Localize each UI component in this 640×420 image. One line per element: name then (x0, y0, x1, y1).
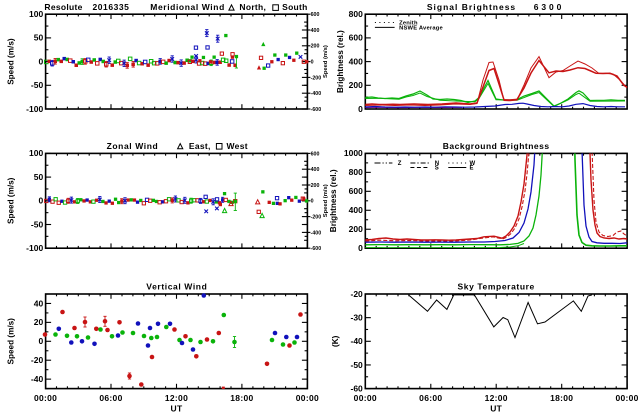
svg-text:-60: -60 (351, 383, 364, 393)
svg-text:Vertical Wind: Vertical Wind (146, 282, 207, 292)
svg-text:800: 800 (349, 9, 363, 19)
svg-text:0: 0 (358, 243, 363, 253)
svg-text:0: 0 (311, 199, 314, 205)
svg-text:200: 200 (311, 183, 320, 189)
svg-text:-50: -50 (31, 219, 44, 229)
svg-text:600: 600 (311, 12, 320, 18)
svg-text:E: E (470, 166, 474, 172)
svg-text:0: 0 (38, 196, 43, 206)
svg-text:0: 0 (311, 60, 314, 66)
svg-text:100: 100 (29, 148, 43, 158)
svg-text:0: 0 (38, 336, 43, 346)
svg-text:W: W (470, 161, 476, 167)
svg-text:(K): (K) (331, 335, 340, 347)
svg-text:Sky Temperature: Sky Temperature (458, 282, 535, 292)
svg-text:-50: -50 (351, 360, 364, 370)
svg-text:1000: 1000 (344, 148, 363, 158)
svg-text:600: 600 (349, 186, 363, 196)
svg-text:East,: East, (189, 141, 211, 151)
svg-text:-400: -400 (311, 230, 322, 236)
svg-text:40: 40 (34, 298, 44, 308)
svg-text:Resolute: Resolute (44, 2, 82, 12)
svg-text:400: 400 (311, 167, 320, 173)
svg-text:-20: -20 (351, 289, 364, 299)
svg-text:-400: -400 (311, 91, 322, 97)
svg-text:NSWE Average: NSWE Average (399, 26, 443, 32)
svg-text:06:00: 06:00 (419, 393, 442, 403)
svg-text:-40: -40 (351, 336, 364, 346)
svg-text:Speed (m/s): Speed (m/s) (7, 38, 16, 85)
svg-text:400: 400 (311, 28, 320, 34)
svg-text:2016335: 2016335 (93, 2, 130, 12)
svg-text:12:00: 12:00 (485, 393, 508, 403)
svg-text:-600: -600 (311, 246, 322, 252)
svg-text:-100: -100 (26, 104, 43, 114)
svg-text:20: 20 (34, 317, 44, 327)
svg-text:00:00: 00:00 (354, 393, 377, 403)
svg-text:Background Brightness: Background Brightness (443, 141, 550, 151)
svg-text:06:00: 06:00 (99, 393, 122, 403)
svg-text:Speed (m/s): Speed (m/s) (323, 184, 329, 217)
svg-text:North,: North, (239, 2, 266, 12)
svg-text:0: 0 (38, 56, 43, 66)
svg-text:West: West (227, 141, 248, 151)
svg-text:200: 200 (311, 44, 320, 50)
svg-text:-200: -200 (311, 75, 322, 81)
svg-text:S: S (435, 166, 439, 172)
svg-text:-50: -50 (31, 80, 44, 90)
svg-text:Zonal Wind: Zonal Wind (107, 141, 159, 151)
svg-text:-100: -100 (26, 243, 43, 253)
svg-text:-600: -600 (311, 107, 322, 113)
svg-text:Brightness (rel.): Brightness (rel.) (329, 169, 338, 232)
svg-text:400: 400 (349, 205, 363, 215)
svg-text:600: 600 (311, 151, 320, 157)
svg-text:South: South (282, 2, 308, 12)
svg-text:50: 50 (34, 33, 44, 43)
svg-text:800: 800 (349, 167, 363, 177)
svg-text:-30: -30 (351, 312, 364, 322)
svg-text:0: 0 (358, 104, 363, 114)
svg-text:N: N (435, 161, 439, 167)
svg-text:400: 400 (349, 56, 363, 66)
svg-text:Z: Z (398, 161, 402, 167)
svg-text:-20: -20 (31, 355, 44, 365)
svg-text:600: 600 (349, 33, 363, 43)
svg-text:200: 200 (349, 224, 363, 234)
svg-text:Speed (m/s): Speed (m/s) (7, 177, 16, 224)
svg-text:-200: -200 (311, 215, 322, 221)
svg-text:200: 200 (349, 80, 363, 90)
svg-text:6300: 6300 (534, 2, 565, 12)
svg-text:Signal Brightness: Signal Brightness (427, 2, 516, 12)
svg-text:50: 50 (34, 172, 44, 182)
svg-text:00:00: 00:00 (34, 393, 57, 403)
svg-text:UT: UT (490, 404, 502, 414)
svg-text:00:00: 00:00 (615, 393, 638, 403)
svg-text:12:00: 12:00 (165, 393, 188, 403)
svg-text:18:00: 18:00 (230, 393, 253, 403)
svg-text:Zenith: Zenith (399, 21, 418, 27)
svg-text:-40: -40 (31, 374, 44, 384)
svg-text:00:00: 00:00 (296, 393, 319, 403)
svg-text:Speed (m/s): Speed (m/s) (323, 45, 329, 78)
svg-text:18:00: 18:00 (550, 393, 573, 403)
svg-text:Speed (m/s): Speed (m/s) (7, 318, 16, 365)
svg-text:Brightness (rel.): Brightness (rel.) (336, 30, 345, 93)
svg-text:UT: UT (171, 404, 183, 414)
svg-text:100: 100 (29, 9, 43, 19)
svg-text:Meridional Wind: Meridional Wind (150, 2, 225, 12)
